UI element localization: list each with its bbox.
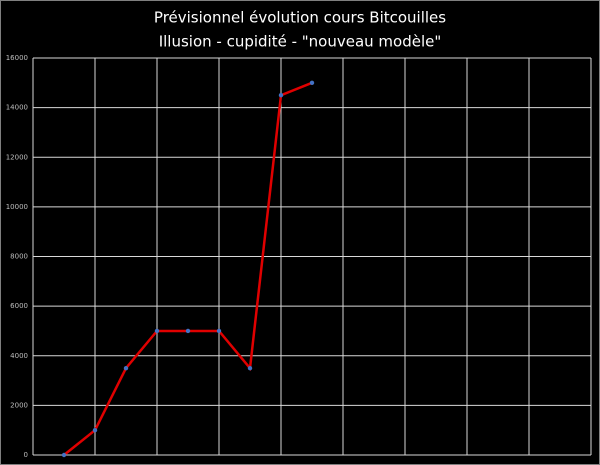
y-tick-label: 2000 [10, 401, 28, 409]
chart-subtitle: Illusion - cupidité - "nouveau modèle" [159, 33, 442, 51]
y-tick-label: 4000 [10, 352, 28, 360]
y-tick-label: 14000 [6, 104, 28, 112]
y-tick-label: 6000 [10, 302, 28, 310]
point-marker [92, 427, 98, 433]
point-marker [216, 328, 222, 334]
y-tick-label: 0 [24, 451, 28, 459]
point-marker [123, 365, 129, 371]
point-marker [185, 328, 191, 334]
point-marker [309, 80, 315, 86]
point-marker [61, 452, 67, 458]
chart-title: Prévisionnel évolution cours Bitcouilles [154, 9, 446, 27]
y-tick-label: 10000 [6, 203, 28, 211]
y-tick-label: 12000 [6, 153, 28, 161]
point-marker [278, 93, 284, 98]
y-tick-label: 8000 [10, 253, 28, 261]
y-tick-label: 16000 [6, 54, 28, 62]
point-marker [247, 365, 253, 371]
point-marker [154, 328, 160, 334]
